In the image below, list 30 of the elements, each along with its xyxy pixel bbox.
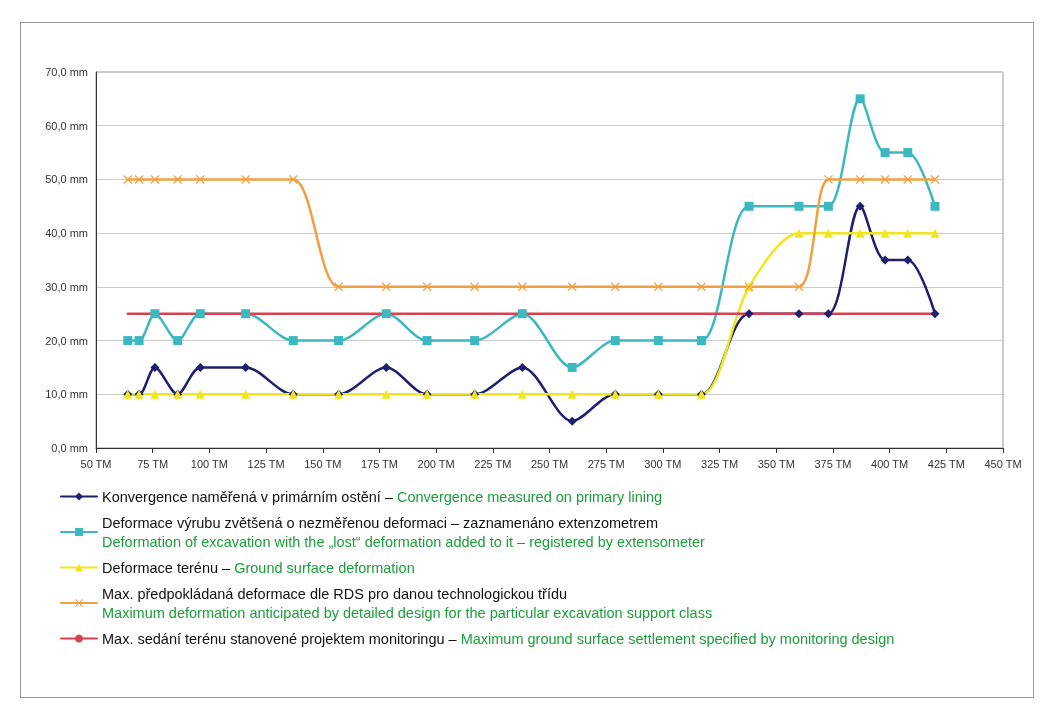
x-tick-label: 225 TM — [474, 457, 512, 470]
y-tick-label: 40,0 mm — [45, 227, 88, 240]
y-tick-label: 0,0 mm — [51, 442, 88, 454]
x-tick-label: 400 TM — [871, 457, 909, 470]
legend-label: Deformace výrubu zvětšená o nezměřenou deformaci – zaznamenáno extenzometrem Deformation of excavation with the „lost“ deformation added to it – registered by extensometer — [102, 514, 706, 550]
x-tick-label: 50 TM — [80, 457, 112, 470]
x-tick-label: 125 TM — [247, 457, 285, 470]
y-tick-label: 10,0 mm — [45, 388, 88, 401]
y-tick-label: 20,0 mm — [45, 334, 88, 347]
x-tick-label: 325 TM — [701, 457, 739, 470]
y-tick-label: 30,0 mm — [45, 280, 88, 293]
x-tick-label: 300 TM — [644, 457, 682, 470]
x-tick-label: 375 TM — [814, 457, 852, 470]
legend-label: Deformace terénu – Ground surface deformation — [102, 559, 415, 576]
y-tick-label: 50,0 mm — [45, 173, 88, 186]
x-tick-label: 425 TM — [927, 457, 965, 470]
x-tick-label: 75 TM — [137, 457, 169, 470]
legend-label: Max. předpokládaná deformace dle RDS pro danou technologickou třídu Maximum deformation anticipated by detailed design for the particular excavation support class — [102, 585, 713, 621]
y-tick-label: 70,0 mm — [45, 66, 88, 78]
y-tick-label: 60,0 mm — [45, 119, 88, 132]
x-tick-label: 150 TM — [304, 457, 342, 470]
x-tick-label: 100 TM — [190, 457, 228, 470]
x-tick-label: 200 TM — [417, 457, 455, 470]
x-tick-label: 250 TM — [530, 457, 569, 470]
legend-label: Max. sedání terénu stanovené projektem monitoringu – Maximum ground surface settlement specified by monitoring design — [102, 630, 895, 647]
x-tick-label: 350 TM — [757, 457, 795, 470]
x-tick-label: 175 TM — [360, 457, 398, 470]
legend-label: Konvergence naměřená v primárním ostění – Convergence measured on primary lining — [102, 488, 663, 505]
x-tick-label: 275 TM — [587, 457, 625, 470]
x-tick-label: 450 TM — [984, 457, 1022, 470]
